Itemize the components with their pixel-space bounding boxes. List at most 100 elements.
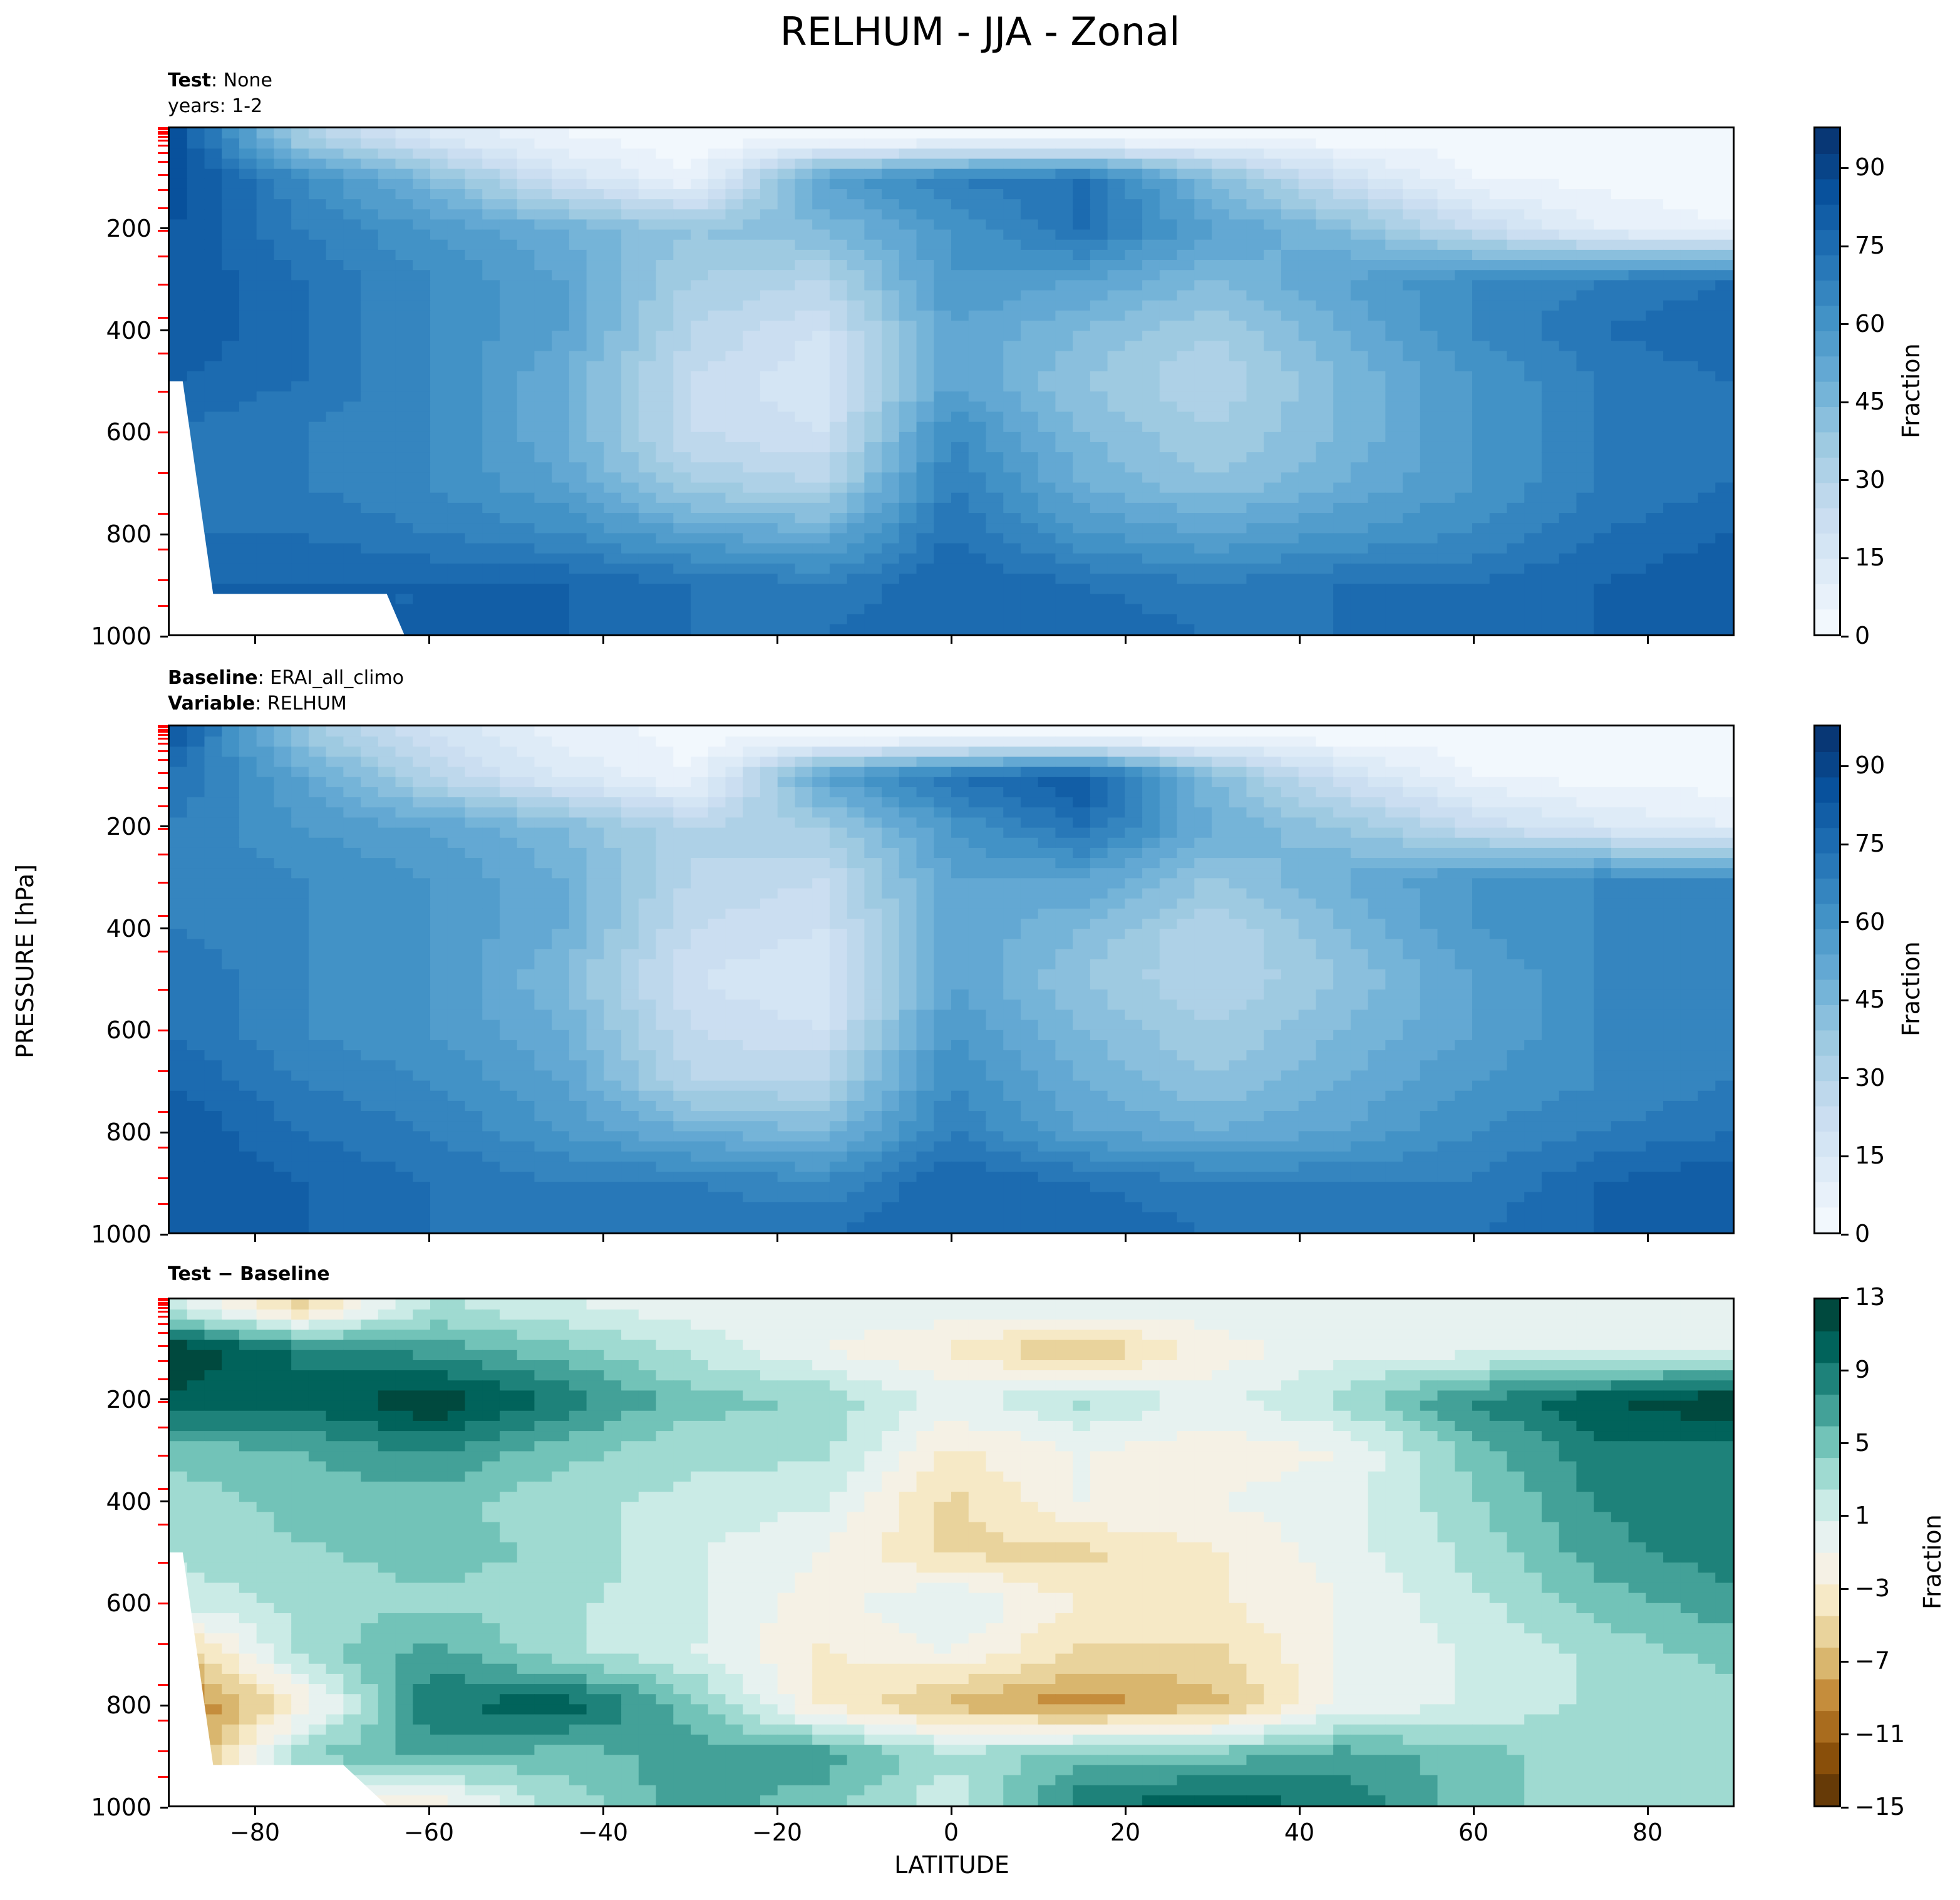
contour-cell xyxy=(586,482,604,493)
contour-cell xyxy=(847,533,865,544)
contour-cell xyxy=(638,777,657,788)
contour-cell xyxy=(1420,604,1438,615)
contour-cell xyxy=(1194,351,1212,362)
contour-cell xyxy=(291,310,309,321)
contour-cell xyxy=(1281,756,1299,768)
contour-cell xyxy=(1350,321,1369,331)
contour-cell xyxy=(291,452,309,463)
panel1-line1-text: : None xyxy=(211,70,272,91)
contour-cell xyxy=(1628,351,1646,362)
contour-cell xyxy=(274,563,292,574)
contour-cell xyxy=(708,310,726,321)
contour-cell xyxy=(1038,594,1056,605)
contour-cell xyxy=(1559,431,1577,443)
contour-cell xyxy=(725,401,743,413)
contour-cell xyxy=(1698,138,1716,149)
contour-cell xyxy=(1159,421,1178,433)
contour-cell xyxy=(604,604,622,615)
contour-cell xyxy=(795,341,813,352)
contour-cell xyxy=(986,158,1004,170)
contour-cell xyxy=(482,270,500,281)
contour-cell xyxy=(308,492,327,503)
contour-cell xyxy=(708,219,726,230)
contour-cell xyxy=(968,472,987,483)
contour-cell xyxy=(308,746,327,758)
contour-cell xyxy=(968,178,987,190)
contour-cell xyxy=(291,492,309,503)
contour-cell xyxy=(847,726,865,737)
contour-cell xyxy=(1541,523,1560,534)
contour-cell xyxy=(239,178,257,190)
contour-cell xyxy=(1646,280,1664,291)
panel1-line1-bold: Test xyxy=(168,70,212,91)
contour-cell xyxy=(291,513,309,524)
contour-cell xyxy=(586,553,604,564)
contour-cell xyxy=(361,441,379,453)
contour-cell xyxy=(1073,219,1091,230)
contour-cell xyxy=(1142,523,1160,534)
contour-cell xyxy=(482,431,500,443)
contour-cell xyxy=(656,553,674,564)
contour-cell xyxy=(1229,604,1247,615)
contour-cell xyxy=(1576,260,1594,271)
contour-cell xyxy=(361,502,379,514)
contour-cell xyxy=(430,401,448,413)
contour-cell xyxy=(1628,310,1646,321)
contour-cell xyxy=(604,746,622,758)
contour-cell xyxy=(656,502,674,514)
contour-cell xyxy=(1611,604,1629,615)
contour-cell xyxy=(968,441,987,453)
contour-cell xyxy=(638,249,657,261)
contour-cell xyxy=(1385,391,1403,402)
contour-cell xyxy=(899,574,917,584)
contour-cell xyxy=(413,168,431,180)
contour-cell xyxy=(1281,543,1299,554)
contour-cell xyxy=(604,523,622,534)
contour-cell xyxy=(569,726,587,737)
contour-cell xyxy=(1594,614,1612,625)
contour-cell xyxy=(760,128,778,139)
contour-cell xyxy=(534,249,552,261)
contour-cell xyxy=(986,411,1004,423)
contour-cell xyxy=(1333,624,1351,634)
contour-cell xyxy=(1055,553,1073,564)
contour-cell xyxy=(899,594,917,605)
contour-cell xyxy=(1524,574,1542,584)
contour-cell xyxy=(1350,401,1369,413)
contour-cell xyxy=(1403,563,1421,574)
contour-cell xyxy=(499,128,518,139)
contour-cell xyxy=(1594,310,1612,321)
contour-cell xyxy=(1368,128,1386,139)
contour-cell xyxy=(1194,482,1212,493)
contour-cell xyxy=(1212,290,1230,301)
contour-cell xyxy=(170,361,188,372)
contour-cell xyxy=(1229,188,1247,200)
contour-cell xyxy=(1507,249,1525,261)
contour-cell xyxy=(621,492,639,503)
contour-cell xyxy=(256,178,274,190)
contour-cell xyxy=(1003,584,1021,594)
contour-cell xyxy=(1368,553,1386,564)
contour-cell xyxy=(413,452,431,463)
contour-cell xyxy=(1628,543,1646,554)
contour-cell xyxy=(986,209,1004,220)
contour-cell xyxy=(552,553,570,564)
contour-cell xyxy=(447,492,466,503)
contour-cell xyxy=(1611,472,1629,483)
contour-cell xyxy=(1264,492,1282,503)
contour-cell xyxy=(170,300,188,311)
contour-cell xyxy=(916,421,934,433)
contour-cell xyxy=(934,331,952,341)
contour-cell xyxy=(517,777,535,788)
contour-cell xyxy=(899,421,917,433)
contour-cell xyxy=(656,371,674,382)
contour-cell xyxy=(552,260,570,271)
contour-cell xyxy=(465,462,483,473)
contour-cell xyxy=(1472,178,1490,190)
contour-cell xyxy=(1507,604,1525,615)
contour-cell xyxy=(621,624,639,634)
contour-cell xyxy=(1663,138,1681,149)
contour-cell xyxy=(586,229,604,240)
contour-cell xyxy=(882,260,900,271)
contour-cell xyxy=(1350,270,1369,281)
